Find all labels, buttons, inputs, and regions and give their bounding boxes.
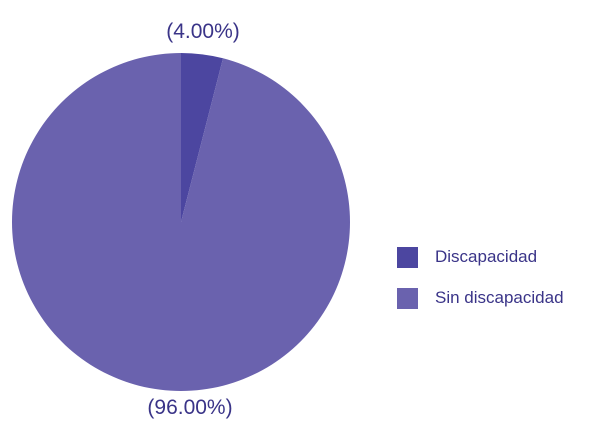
slice-value-label: (4.00%) [166,20,240,43]
legend-swatch [397,287,418,309]
legend-item-discapacidad: Discapacidad [397,246,564,268]
pie-slice-sin-discapacidad [11,53,350,391]
legend: Discapacidad Sin discapacidad [397,246,564,309]
legend-item-sin-discapacidad: Sin discapacidad [397,287,564,309]
legend-label: Discapacidad [435,247,538,266]
pie-slices [11,53,350,391]
pie-slice-discapacidad [181,53,224,222]
slice-value-label: (96.00%) [147,396,232,419]
legend-label: Sin discapacidad [435,288,564,307]
legend-swatch [397,246,418,268]
pie-value-labels: (4.00%) (96.00%) [147,20,239,419]
